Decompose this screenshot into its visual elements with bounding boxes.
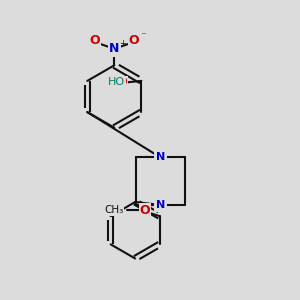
Text: HO: HO xyxy=(108,77,125,87)
Text: ⁻: ⁻ xyxy=(140,31,146,41)
Text: CH₃: CH₃ xyxy=(104,205,123,215)
Text: O: O xyxy=(128,34,139,47)
Text: N: N xyxy=(156,152,165,162)
Text: O: O xyxy=(90,34,100,47)
Text: +: + xyxy=(119,38,126,47)
Text: O: O xyxy=(118,77,127,87)
Text: N: N xyxy=(109,42,119,56)
Text: N: N xyxy=(156,200,165,210)
Text: O: O xyxy=(140,204,150,217)
Text: H: H xyxy=(115,77,123,87)
